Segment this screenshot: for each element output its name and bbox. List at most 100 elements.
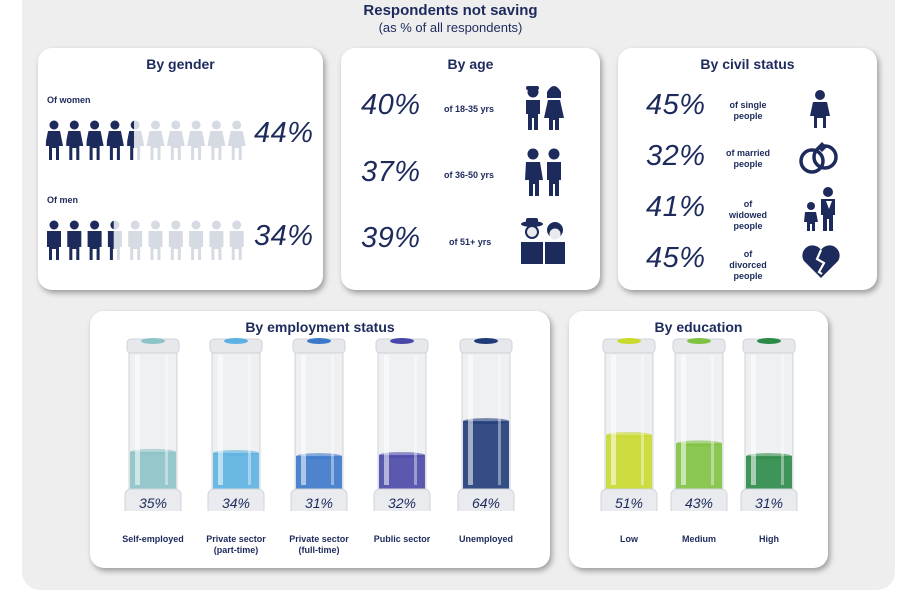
tube-caption: Unemployed (458, 534, 513, 544)
tube-caption: Medium (681, 534, 716, 544)
woman-figure-filled (106, 120, 124, 160)
tube-svg (670, 338, 728, 511)
tube-highlight (681, 355, 686, 485)
tube-cap-color (390, 338, 414, 344)
tube-caption: Private sector (full-time) (289, 534, 349, 555)
header: Respondents not saving (as % of all resp… (0, 0, 901, 35)
tube-highlight (751, 355, 756, 485)
age-value-51-plus: 39% (361, 222, 421, 254)
civil-label-married: of married people (726, 148, 771, 169)
woman-figure-pale (187, 120, 206, 160)
man-figure-pale (168, 220, 183, 260)
tube-caption: High (759, 534, 779, 544)
tube-cap-color (687, 338, 711, 344)
tube-highlight (641, 355, 644, 485)
tube-highlight (498, 355, 501, 485)
tube-highlight (248, 355, 251, 485)
women-pictogram (45, 120, 246, 160)
single-person-icon (810, 90, 830, 128)
tube-value: 43% (684, 495, 714, 511)
woman-figure-filled (127, 120, 134, 160)
woman-figure-pale (146, 120, 165, 160)
civil-value-single: 45% (646, 89, 706, 121)
tube-highlight (468, 355, 473, 485)
tube-base (670, 488, 728, 511)
tube-cap-color (474, 338, 498, 344)
card-civil-status: By civil status 45% of single people 32% … (618, 48, 877, 290)
civil-label-single: of single people (729, 100, 767, 121)
tube-value: 35% (138, 495, 168, 511)
tube-caption: Low (620, 534, 638, 544)
age-value-18-35: 40% (361, 89, 421, 121)
man-figure-filled (67, 220, 82, 260)
man-figure-pale (209, 220, 224, 260)
tube-svg (373, 338, 431, 511)
man-figure-pale (189, 220, 204, 260)
tube-svg (207, 338, 265, 511)
woman-figure-pale (166, 120, 185, 160)
tube-highlight (384, 355, 389, 485)
woman-figure-pale (227, 120, 246, 160)
tube-caption: Self-employed (122, 534, 184, 544)
civil-value-married: 32% (646, 140, 706, 172)
man-figure-filled (87, 220, 102, 260)
tube-base (290, 488, 348, 511)
tube-svg (290, 338, 348, 511)
card-education: By education 51% Low 43% Medium 31% High (569, 311, 828, 568)
civil-value-widowed: 41% (646, 191, 706, 223)
tube-caption: Public sector (373, 534, 431, 544)
tube-highlight (135, 355, 140, 485)
tube-cap-color (617, 338, 641, 344)
civil-value-divorced: 45% (646, 242, 706, 274)
civil-label-widowed: of widowed people (729, 199, 767, 231)
tube-svg (600, 338, 658, 511)
tube-base (457, 488, 515, 511)
woman-figure-filled (46, 120, 63, 160)
man-figure-filled (107, 220, 114, 260)
tube-cap-color (757, 338, 781, 344)
tube-base (207, 488, 265, 511)
civil-label-divorced: of divorced people (729, 249, 767, 281)
man-figure-pale (148, 220, 163, 260)
tube-value: 51% (614, 495, 644, 511)
tube-value: 31% (754, 495, 784, 511)
tube-highlight (414, 355, 417, 485)
woman-figure-pale (207, 120, 226, 160)
tube-highlight (165, 355, 168, 485)
tube-value: 32% (387, 495, 417, 511)
civil-title: By civil status (700, 56, 795, 72)
gender-value-men: 34% (254, 220, 314, 252)
broken-heart-icon (802, 245, 840, 278)
tube-liquid-surface (296, 453, 342, 460)
age-label-36-50: of 36-50 yrs (444, 170, 495, 180)
tube-highlight (218, 355, 223, 485)
adult-couple-icon (525, 148, 561, 196)
wedding-rings-icon (799, 142, 838, 174)
card-gender: By gender Of women 44% Of men 34% (38, 48, 323, 290)
tube-base (373, 488, 431, 511)
page-subtitle: (as % of all respondents) (378, 20, 523, 35)
age-label-51-plus: of 51+ yrs (449, 237, 492, 247)
men-pictogram (47, 220, 244, 260)
man-figure-filled (47, 220, 61, 260)
tube-svg (124, 338, 182, 511)
tube-cap-color (141, 338, 165, 344)
gender-label-women: Of women (47, 95, 91, 105)
elderly-couple-icon (521, 218, 565, 264)
tube-liquid-surface (463, 418, 509, 425)
tube-liquid-surface (746, 453, 792, 460)
page-title: Respondents not saving (363, 2, 538, 19)
age-value-36-50: 37% (361, 156, 421, 188)
gender-title: By gender (146, 56, 215, 72)
tube-highlight (331, 355, 334, 485)
man-figure-pale (128, 220, 143, 260)
tube-base (124, 488, 182, 511)
age-title: By age (447, 56, 494, 72)
woman-figure-filled (86, 120, 104, 160)
widowed-family-icon (804, 187, 835, 231)
tube-value: 64% (471, 495, 501, 511)
young-couple-icon (526, 86, 564, 130)
tube-svg (740, 338, 798, 511)
tube-cap-color (224, 338, 248, 344)
tube-value: 34% (221, 495, 251, 511)
